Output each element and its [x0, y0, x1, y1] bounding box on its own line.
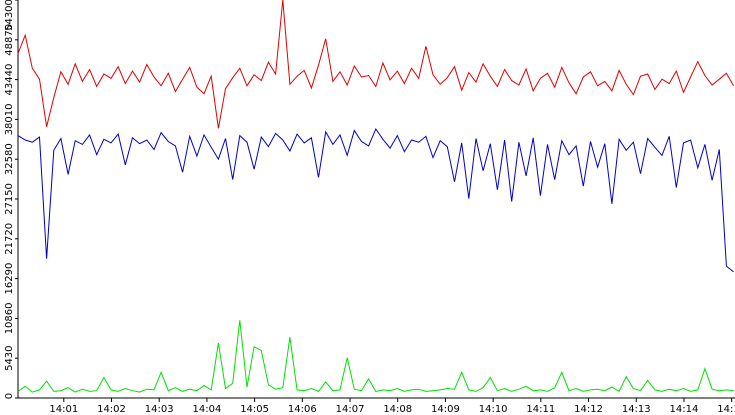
x-tick-label: 14:11 [526, 404, 555, 415]
x-tick-label: 14:13 [622, 404, 651, 415]
y-tick-label: 0 [4, 393, 15, 399]
x-tick-label: 14:10 [479, 404, 508, 415]
x-tick-label: 14:12 [574, 404, 603, 415]
x-tick-label: 14:14 [670, 404, 699, 415]
y-tick-label: 38010 [4, 103, 15, 135]
series-line [17, 320, 734, 393]
series-line [17, 127, 734, 273]
x-tick-label: 14:04 [192, 404, 221, 415]
x-tick-label: 14:05 [240, 404, 269, 415]
y-tick-label: 16290 [4, 263, 15, 295]
y-tick-label: 43440 [4, 64, 15, 96]
y-tick-label: 5430 [4, 345, 15, 370]
y-tick-label: 10860 [4, 302, 15, 334]
y-tick-label: 27150 [4, 183, 15, 215]
x-tick-label: 14:03 [145, 404, 174, 415]
series-line [17, 0, 735, 129]
x-tick-label: 14:06 [288, 404, 317, 415]
x-tick-label: 14:02 [97, 404, 126, 415]
y-tick-label: 54300 [4, 0, 15, 31]
y-tick-label: 32580 [4, 143, 15, 175]
x-tick-label: 14:07 [336, 404, 365, 415]
x-tick-label: 14:01 [49, 404, 78, 415]
x-tick-label: 14:09 [431, 404, 460, 415]
y-tick-label: 48870 [4, 24, 15, 56]
x-tick-label: 14:15 [717, 404, 735, 415]
x-tick-label: 14:08 [383, 404, 412, 415]
y-tick-label: 21720 [4, 223, 15, 255]
